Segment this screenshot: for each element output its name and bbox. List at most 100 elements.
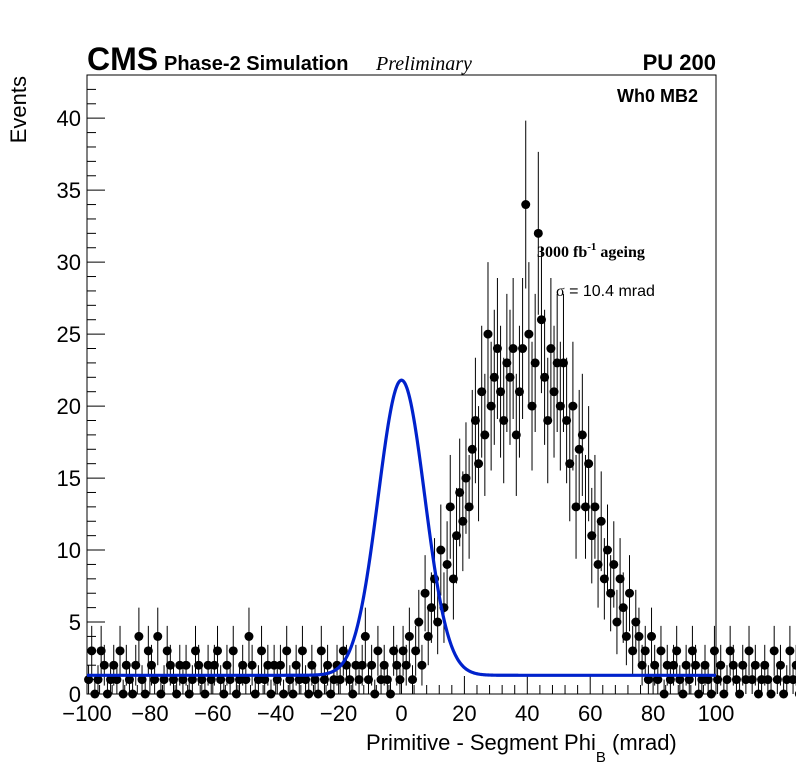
x-tick-label: −80 (131, 701, 168, 726)
data-point (156, 689, 166, 699)
data-point (521, 200, 531, 210)
data-point (241, 675, 251, 685)
data-point (228, 646, 238, 656)
data-point (291, 660, 301, 670)
data-point (562, 415, 572, 425)
data-point (263, 660, 273, 670)
data-point (392, 660, 402, 670)
data-point (511, 430, 521, 440)
x-tick-label: 0 (395, 701, 407, 726)
data-point (684, 675, 694, 685)
data-point (474, 459, 484, 469)
data-point (782, 675, 792, 685)
data-point (499, 415, 509, 425)
data-point (260, 675, 270, 685)
data-point (593, 559, 603, 569)
data-point (741, 675, 751, 685)
data-point (106, 675, 116, 685)
data-point (678, 689, 688, 699)
data-point (669, 660, 679, 670)
data-point (285, 675, 295, 685)
data-point (647, 631, 657, 641)
data-point (128, 689, 138, 699)
data-point (184, 689, 194, 699)
data-point (354, 675, 364, 685)
data-point (565, 459, 575, 469)
plot-frame (86, 74, 717, 695)
data-point (115, 646, 125, 656)
data-point (96, 646, 106, 656)
data-point (401, 660, 411, 670)
data-point (329, 675, 339, 685)
data-point (275, 660, 285, 670)
data-point (731, 675, 741, 685)
pileup-label: PU 200 (643, 50, 716, 75)
data-point (222, 660, 232, 670)
data-point (326, 689, 336, 699)
data-point (691, 660, 701, 670)
data-point (345, 675, 355, 685)
data-point (659, 689, 669, 699)
data-point (140, 689, 150, 699)
x-tick-label: −60 (194, 701, 231, 726)
data-point (310, 675, 320, 685)
data-point (665, 675, 675, 685)
x-tick-label: 60 (578, 701, 602, 726)
data-point (555, 401, 565, 411)
data-point (213, 646, 223, 656)
y-axis-title: Events (6, 76, 31, 143)
data-point (467, 444, 477, 454)
data-point (643, 675, 653, 685)
data-point (363, 675, 373, 685)
data-point (124, 675, 134, 685)
data-point (543, 415, 553, 425)
data-point (590, 502, 600, 512)
data-point (313, 689, 323, 699)
data-point (162, 646, 172, 656)
data-point (172, 689, 182, 699)
data-point (571, 502, 581, 512)
data-point (763, 675, 773, 685)
data-point (694, 689, 704, 699)
data-point (650, 660, 660, 670)
data-point (628, 646, 638, 656)
x-tick-label: −40 (257, 701, 294, 726)
data-point (244, 631, 254, 641)
data-point (587, 531, 597, 541)
data-point (159, 675, 169, 685)
data-point (448, 574, 458, 584)
y-tick-label: 5 (69, 610, 81, 635)
x-tick-label: 100 (698, 701, 735, 726)
data-point (672, 646, 682, 656)
data-point (197, 675, 207, 685)
data-point (411, 646, 421, 656)
data-point (194, 660, 204, 670)
data-point (584, 459, 594, 469)
data-point (505, 372, 515, 382)
data-point (247, 660, 257, 670)
data-point (134, 631, 144, 641)
x-tick-label: 40 (515, 701, 539, 726)
data-point (656, 646, 666, 656)
data-point (266, 689, 276, 699)
data-point (373, 646, 383, 656)
data-point (408, 675, 418, 685)
data-point (728, 660, 738, 670)
data-point (143, 646, 153, 656)
data-point (625, 588, 635, 598)
y-tick-label: 30 (57, 250, 81, 275)
data-point (87, 646, 97, 656)
x-axis-title: Primitive - Segment PhiB (mrad) (366, 730, 677, 766)
data-point (700, 660, 710, 670)
data-point (769, 646, 779, 656)
cms-label: CMS (87, 41, 158, 77)
data-point (540, 372, 550, 382)
data-point (716, 660, 726, 670)
data-point (486, 401, 496, 411)
y-tick-label: 10 (57, 538, 81, 563)
data-point (558, 358, 568, 368)
data-point (524, 329, 534, 339)
data-point (168, 675, 178, 685)
data-point (153, 631, 163, 641)
